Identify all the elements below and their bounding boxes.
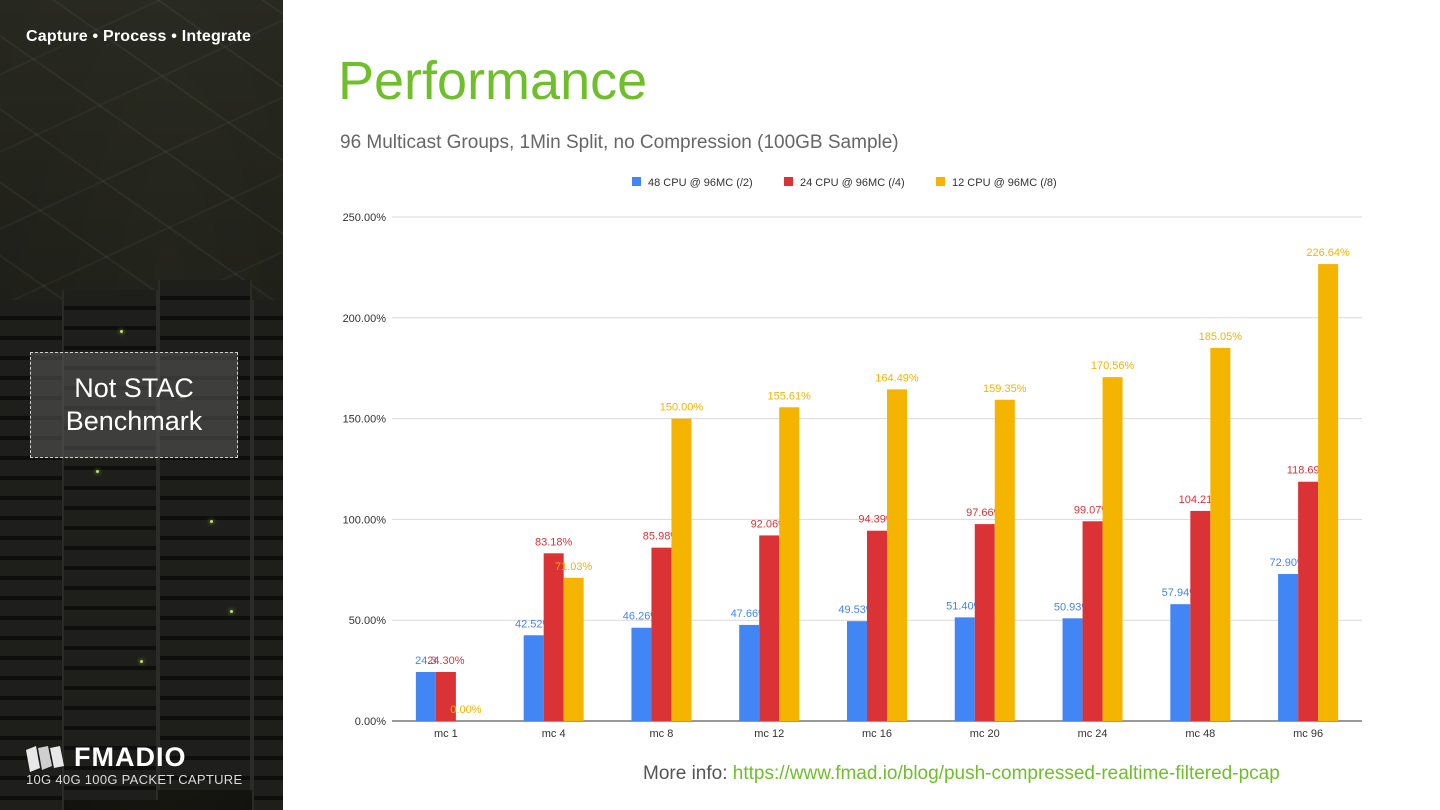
- tagline: Capture • Process • Integrate: [26, 28, 252, 45]
- data-label: 50.93%: [1054, 601, 1092, 613]
- bar: [415, 672, 436, 721]
- page-subtitle: 96 Multicast Groups, 1Min Split, no Comp…: [340, 132, 899, 153]
- bar: [1210, 347, 1231, 721]
- y-tick-label: 200.00%: [343, 313, 387, 325]
- x-tick-label: mc 8: [650, 728, 674, 740]
- data-label: 42.52%: [515, 618, 553, 630]
- server-led: [120, 330, 123, 333]
- legend-swatch: [936, 177, 945, 186]
- bar: [779, 407, 800, 721]
- data-label: 150.00%: [660, 402, 704, 414]
- x-tick-label: mc 16: [862, 728, 892, 740]
- fmadio-logo-mark-icon: [26, 746, 64, 772]
- legend-swatch: [632, 177, 641, 186]
- bar: [1170, 604, 1191, 721]
- bar: [974, 524, 995, 721]
- bar: [1062, 618, 1083, 721]
- bar: [994, 399, 1015, 721]
- data-label: 83.18%: [535, 536, 573, 548]
- server-led: [210, 520, 213, 523]
- data-label: 92.06%: [751, 518, 789, 530]
- data-label: 24.30%: [427, 655, 465, 667]
- bar: [651, 547, 672, 721]
- logo-wordmark: FMADIO: [74, 742, 187, 772]
- server-rack-image: [252, 300, 283, 810]
- data-label: 185.05%: [1199, 331, 1243, 343]
- data-label: 46.26%: [623, 611, 661, 623]
- data-label: 57.94%: [1162, 587, 1200, 599]
- data-label: 97.66%: [966, 507, 1004, 519]
- more-info-link[interactable]: https://www.fmad.io/blog/push-compressed…: [732, 763, 1280, 784]
- badge-line-2: Benchmark: [65, 406, 203, 436]
- bar: [887, 389, 907, 721]
- x-tick-label: mc 48: [1185, 728, 1215, 740]
- y-tick-label: 100.00%: [343, 514, 387, 526]
- bar: [1102, 377, 1123, 721]
- performance-bar-chart: 0.00% 50.00% 100.00% 150.00% 200.00% 250.00% 4…: [343, 177, 1362, 740]
- legend-swatch: [784, 177, 793, 186]
- data-label: 0.00%: [450, 704, 481, 716]
- data-label: 164.49%: [875, 372, 919, 384]
- x-tick-label: mc 1: [434, 728, 458, 740]
- bar: [1278, 574, 1299, 721]
- bar: [631, 627, 652, 721]
- bar: [563, 577, 584, 721]
- legend-label: 48 CPU @ 96MC (/2): [648, 177, 753, 189]
- page-title: Performance: [338, 51, 648, 111]
- server-led: [230, 610, 233, 613]
- not-stac-badge: Not STAC Benchmark: [30, 352, 238, 458]
- x-tick-label: mc 24: [1078, 728, 1108, 740]
- bar: [1082, 521, 1103, 721]
- bar: [1318, 264, 1339, 721]
- data-label: 72.90%: [1269, 557, 1307, 569]
- bar: [543, 553, 564, 721]
- data-label: 159.35%: [983, 383, 1027, 395]
- bar: [523, 635, 544, 721]
- data-label: 155.61%: [768, 390, 812, 402]
- x-tick-label: mc 20: [970, 728, 1000, 740]
- bar: [739, 624, 760, 721]
- x-tick-label: mc 4: [542, 728, 566, 740]
- data-label: 94.39%: [858, 514, 896, 526]
- bar: [435, 672, 456, 721]
- data-label: 49.53%: [838, 604, 876, 616]
- data-label: 24.3: [415, 655, 436, 667]
- bar: [1190, 510, 1211, 721]
- datacenter-ceiling-image: [0, 0, 283, 330]
- bar: [1298, 481, 1319, 721]
- bar: [759, 535, 780, 721]
- badge-line-1: Not STAC: [74, 373, 194, 403]
- data-label: 170.56%: [1091, 360, 1135, 372]
- data-label: 71.03%: [555, 561, 593, 573]
- bar: [847, 621, 867, 721]
- y-tick-label: 50.00%: [349, 615, 387, 627]
- y-tick-label: 0.00%: [355, 716, 386, 728]
- x-tick-label: mc 12: [754, 728, 784, 740]
- server-led: [140, 660, 143, 663]
- data-label: 51.40%: [946, 600, 984, 612]
- y-tick-label: 150.00%: [343, 414, 387, 426]
- data-label: 47.66%: [731, 608, 769, 620]
- more-info-line: More info: https://www.fmad.io/blog/push…: [643, 763, 1280, 785]
- server-led: [96, 470, 99, 473]
- more-info-label: More info:: [643, 763, 728, 784]
- logo-tagline: 10G 40G 100G PACKET CAPTURE: [26, 772, 243, 787]
- data-label: 226.64%: [1306, 247, 1350, 259]
- y-tick-label: 250.00%: [343, 212, 387, 224]
- x-tick-label: mc 96: [1293, 728, 1323, 740]
- bar: [671, 418, 692, 721]
- sidebar-panel: Capture • Process • Integrate Not STAC B…: [0, 0, 283, 810]
- legend-label: 24 CPU @ 96MC (/4): [800, 177, 905, 189]
- data-label: 85.98%: [643, 531, 681, 543]
- bar: [954, 617, 975, 721]
- data-label: 99.07%: [1074, 504, 1112, 516]
- legend-label: 12 CPU @ 96MC (/8): [952, 177, 1057, 189]
- bar: [867, 530, 887, 721]
